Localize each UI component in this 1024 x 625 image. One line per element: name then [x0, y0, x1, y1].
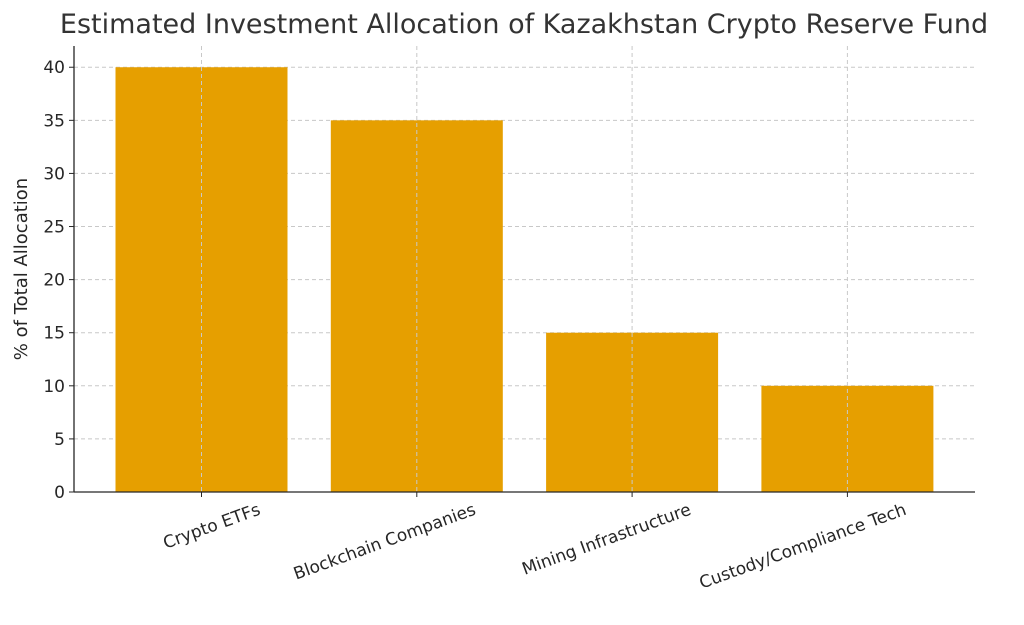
y-tick-label: 25 [43, 218, 65, 238]
y-axis-ticks: 0 5 10 15 20 25 30 35 40 [43, 58, 74, 503]
y-tick-label: 20 [43, 271, 65, 291]
x-tick-label: Blockchain Companies [291, 500, 479, 585]
y-axis-label: % of Total Allocation [11, 178, 32, 360]
y-tick-label: 0 [54, 483, 65, 503]
x-tick-label: Crypto ETFs [161, 500, 264, 554]
x-axis-ticks: Crypto ETFs Blockchain Companies Mining In… [161, 492, 909, 594]
chart-title: Estimated Investment Allocation of Kazak… [60, 9, 988, 40]
x-grid [201, 46, 848, 492]
y-tick-label: 5 [54, 430, 65, 450]
y-tick-label: 40 [43, 58, 65, 78]
x-tick-label: Mining Infrastructure [520, 500, 694, 580]
y-tick-label: 10 [43, 377, 65, 397]
x-tick-label: Custody/Compliance Tech [697, 500, 909, 594]
y-tick-label: 30 [43, 164, 65, 184]
y-tick-label: 15 [43, 324, 65, 344]
y-tick-label: 35 [43, 111, 65, 131]
